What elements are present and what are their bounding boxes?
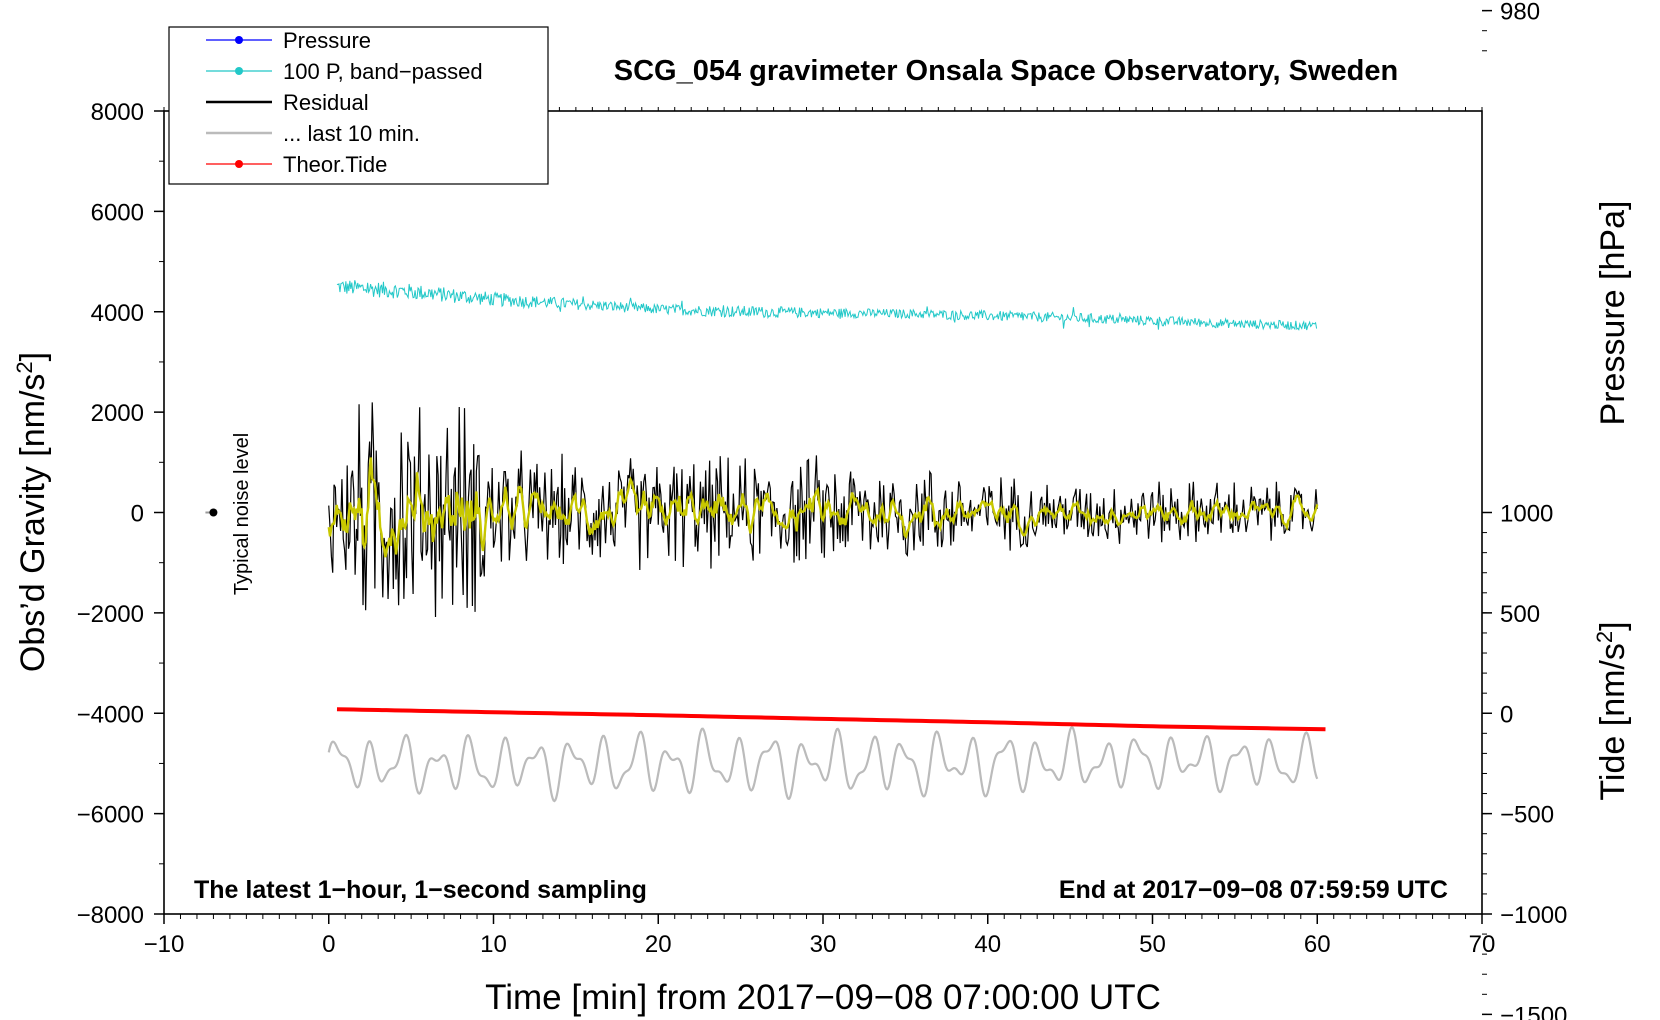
x-tick-label: 20 [645, 931, 672, 958]
x-tick-label: 60 [1304, 931, 1331, 958]
y-axis-label-pressure: Pressure [hPa] [1594, 201, 1632, 426]
x-axis-ticks: −10 0 10 20 30 40 50 60 70 [144, 107, 1496, 958]
y-tick-label: −8000 [77, 902, 144, 929]
y-axis-label-tide-sup: 2 [1592, 631, 1617, 643]
x-tick-label: 40 [974, 931, 1001, 958]
x-tick-label: −10 [144, 931, 185, 958]
y-tick-label: 8000 [91, 99, 144, 126]
x-tick-label: 10 [480, 931, 507, 958]
legend-label: Theor.Tide [283, 152, 387, 177]
y-tick-label: −2000 [77, 601, 144, 628]
legend-label: 100 P, band−passed [283, 59, 483, 84]
pressure-tick-label: 980 [1500, 0, 1540, 26]
noise-level-dot [209, 508, 218, 517]
x-tick-label: 30 [810, 931, 837, 958]
y-tick-label: 6000 [91, 199, 144, 226]
y-tick-label: 2000 [91, 400, 144, 427]
legend-marker [235, 36, 243, 44]
tide-tick-label: 1000 [1500, 501, 1553, 528]
noise-level-marker [205, 508, 218, 517]
y-axis-label-left: Obs’d Gravity [nm/s2] [12, 352, 52, 672]
chart-title: SCG_054 gravimeter Onsala Space Observat… [614, 55, 1398, 87]
end-time-annotation: End at 2017−09−08 07:59:59 UTC [1059, 876, 1448, 904]
y-tick-label: −4000 [77, 701, 144, 728]
bandpassed-pressure-line [336, 280, 1318, 331]
y-axis-label-left-text: Obs’d Gravity [nm/s [14, 374, 52, 673]
tide-tick-label: −500 [1500, 802, 1554, 829]
y-axis-ticks: −8000 −6000 −4000 −2000 0 2000 4000 6000 8000 [77, 99, 164, 929]
legend-marker [235, 160, 243, 168]
y-axis-label-tide-text: Tide [nm/s [1594, 643, 1632, 800]
y-axis-label-tide-close: ] [1594, 621, 1632, 630]
sampling-annotation: The latest 1−hour, 1−second sampling [194, 876, 647, 904]
x-tick-label: 0 [322, 931, 335, 958]
residual-line [328, 402, 1318, 618]
x-tick-label: 50 [1139, 931, 1166, 958]
tide-tick-label: −1000 [1500, 902, 1567, 929]
pressure-axis-ticks: 9809901000101010201030 [1482, 0, 1540, 52]
legend-marker [235, 67, 243, 75]
tide-tick-label: 0 [1500, 701, 1513, 728]
y-tick-label: 4000 [91, 300, 144, 327]
legend-label: Residual [283, 90, 369, 115]
last-10-min-line [327, 725, 1319, 803]
legend-box [168, 26, 549, 185]
tide-series-line [336, 707, 1326, 732]
residual-overlay-line [327, 457, 1319, 558]
y-axis-label-left-close: ] [14, 352, 52, 361]
tide-tick-label: 500 [1500, 601, 1540, 628]
tide-axis-ticks: −1500 −1000 −500 0 500 1000 [1482, 501, 1567, 1020]
legend-items: Pressure 100 P, band−passed Residual ... la… [206, 28, 483, 177]
legend-label: Pressure [283, 28, 371, 53]
noise-level-label: Typical noise level [231, 433, 253, 595]
y-tick-label: −6000 [77, 802, 144, 829]
series-layer [327, 280, 1326, 803]
tide-tick-label: −1500 [1500, 1002, 1567, 1020]
y-axis-label-left-sup: 2 [12, 361, 37, 373]
x-axis-label: Time [min] from 2017−09−08 07:00:00 UTC [485, 978, 1161, 1017]
y-tick-label: 0 [131, 501, 144, 528]
legend-label: ... last 10 min. [283, 121, 420, 146]
y-axis-label-tide: Tide [nm/s2] [1592, 621, 1632, 800]
legend: Pressure 100 P, band−passed Residual ... la… [168, 26, 549, 185]
x-tick-label: 70 [1469, 931, 1496, 958]
